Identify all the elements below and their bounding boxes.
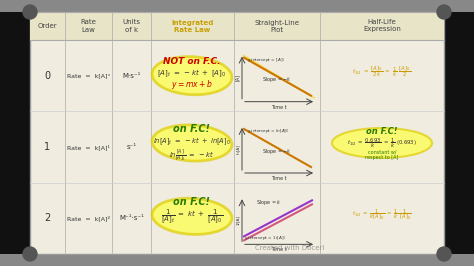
Text: on F.C!: on F.C! bbox=[173, 197, 210, 207]
Text: y-intercept = $[A]_0$: y-intercept = $[A]_0$ bbox=[247, 56, 285, 64]
Text: y-intercept = $ln[A]_0$: y-intercept = $ln[A]_0$ bbox=[247, 127, 289, 135]
Text: Integrated
Rate Law: Integrated Rate Law bbox=[171, 19, 214, 32]
Text: Order: Order bbox=[38, 23, 57, 29]
Text: Rate  =  k[A]°: Rate = k[A]° bbox=[67, 73, 110, 78]
Circle shape bbox=[437, 247, 451, 261]
Ellipse shape bbox=[152, 57, 232, 95]
Text: constant w/
respect to [A]: constant w/ respect to [A] bbox=[365, 149, 399, 160]
Text: 0: 0 bbox=[45, 71, 51, 81]
Text: Slope = $k$: Slope = $k$ bbox=[256, 198, 282, 207]
Ellipse shape bbox=[332, 128, 432, 158]
Text: Time t: Time t bbox=[271, 247, 287, 252]
Text: $t_{1/2}\ =\ \dfrac{1}{k[A]_0}\ =\ \dfrac{1}{k}\ \dfrac{1}{[A]_0}$: $t_{1/2}\ =\ \dfrac{1}{k[A]_0}\ =\ \dfra… bbox=[352, 207, 412, 222]
Text: $t_{1/2}\ =\ \dfrac{0.693}{k}\ =\ \dfrac{1}{k}\ (0.693)$: $t_{1/2}\ =\ \dfrac{0.693}{k}\ =\ \dfrac… bbox=[347, 136, 417, 150]
Text: on F.C!: on F.C! bbox=[366, 127, 398, 136]
Text: Rate  =  k[A]²: Rate = k[A]² bbox=[67, 215, 110, 221]
Ellipse shape bbox=[152, 125, 232, 161]
Text: Time t: Time t bbox=[271, 105, 287, 110]
Text: Slope = $-k$: Slope = $-k$ bbox=[262, 75, 292, 84]
Text: 2: 2 bbox=[45, 213, 51, 223]
Bar bbox=[444, 0, 474, 266]
Text: $[A]_t\ =\ -kt\ +\ [A]_0$: $[A]_t\ =\ -kt\ +\ [A]_0$ bbox=[157, 68, 227, 80]
Ellipse shape bbox=[152, 198, 232, 234]
Text: s⁻¹: s⁻¹ bbox=[127, 144, 137, 150]
Text: $y=mx+b$: $y=mx+b$ bbox=[171, 78, 213, 91]
Text: Units
of k: Units of k bbox=[122, 19, 140, 32]
Text: $ln[A]_t\ =\ -kt\ +\ ln[A]_0$: $ln[A]_t\ =\ -kt\ +\ ln[A]_0$ bbox=[153, 135, 231, 147]
Text: 1/[A]: 1/[A] bbox=[236, 215, 240, 225]
Bar bbox=[30, 12, 444, 40]
Text: NOT on F.C.: NOT on F.C. bbox=[163, 57, 221, 66]
Bar bbox=[0, 0, 474, 12]
Text: Rate
Law: Rate Law bbox=[81, 19, 96, 32]
Text: Slope = $-k$: Slope = $-k$ bbox=[262, 147, 292, 156]
Text: Rate  =  k[A]¹: Rate = k[A]¹ bbox=[67, 144, 110, 150]
Text: M⁻¹·s⁻¹: M⁻¹·s⁻¹ bbox=[119, 215, 144, 221]
Text: $t_{1/2}\ =\ \dfrac{[A]_0}{2k}\ =\ \dfrac{1}{k}\ \dfrac{[A]_0}{2}$: $t_{1/2}\ =\ \dfrac{[A]_0}{2k}\ =\ \dfra… bbox=[353, 64, 411, 79]
Circle shape bbox=[23, 5, 37, 19]
Circle shape bbox=[437, 5, 451, 19]
Text: ln[A]: ln[A] bbox=[236, 144, 240, 154]
Bar bbox=[30, 12, 444, 254]
Text: Half-Life
Expression: Half-Life Expression bbox=[363, 19, 401, 32]
Text: [A]: [A] bbox=[235, 74, 240, 81]
Text: on F.C!: on F.C! bbox=[173, 124, 210, 134]
Text: 1: 1 bbox=[45, 142, 51, 152]
Text: Straight-Line
Plot: Straight-Line Plot bbox=[255, 19, 300, 32]
Text: Time t: Time t bbox=[271, 176, 287, 181]
Text: Created with Doceri: Created with Doceri bbox=[255, 245, 325, 251]
Bar bbox=[0, 0, 30, 266]
Circle shape bbox=[23, 247, 37, 261]
Text: M·s⁻¹: M·s⁻¹ bbox=[122, 73, 141, 79]
Text: y-intercept = $1/[A]_0$: y-intercept = $1/[A]_0$ bbox=[244, 234, 286, 242]
Bar bbox=[0, 254, 474, 266]
Text: $\dfrac{1}{[A]_t}\ =\ kt\ +\ \dfrac{1}{[A]_0}$: $\dfrac{1}{[A]_t}\ =\ kt\ +\ \dfrac{1}{[… bbox=[161, 207, 223, 225]
Text: $ln\frac{[A]}{[A]_0}\ =\ -kt$: $ln\frac{[A]}{[A]_0}\ =\ -kt$ bbox=[169, 147, 215, 163]
